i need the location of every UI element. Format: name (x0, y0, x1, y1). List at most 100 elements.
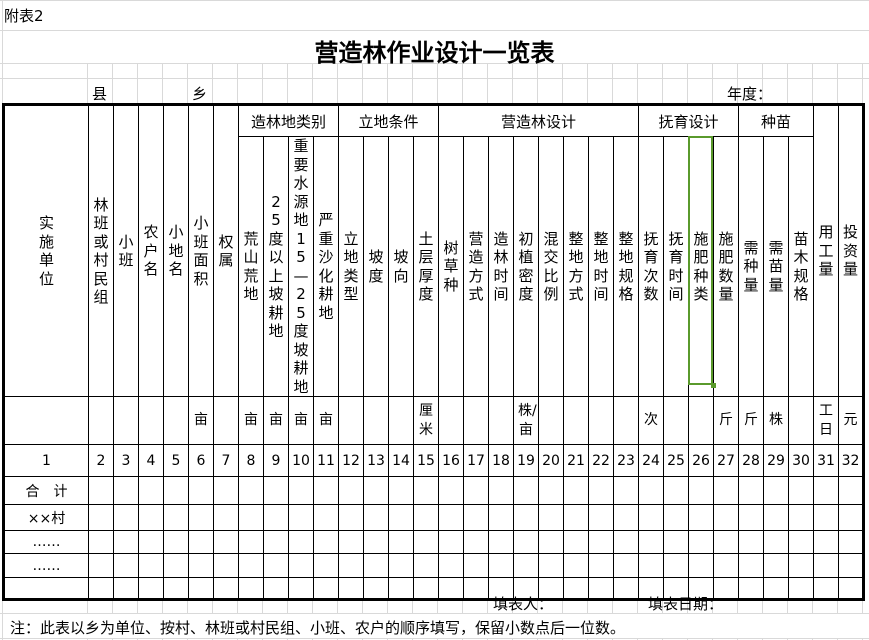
column-number[interactable]: 26 (688, 444, 714, 477)
column-number[interactable]: 20 (538, 444, 564, 477)
data-cell[interactable] (113, 577, 139, 600)
data-cell[interactable] (588, 577, 614, 600)
column-number[interactable]: 28 (738, 444, 764, 477)
unit-cell[interactable] (438, 396, 464, 445)
data-cell[interactable] (788, 504, 814, 531)
data-cell[interactable] (688, 476, 714, 505)
data-cell[interactable] (288, 476, 314, 505)
data-cell[interactable] (838, 530, 864, 554)
column-header[interactable]: 重要水源地15—25度坡耕地 (288, 136, 314, 397)
data-cell[interactable] (438, 504, 464, 531)
data-cell[interactable] (263, 530, 289, 554)
column-number[interactable]: 14 (388, 444, 414, 477)
unit-cell[interactable] (663, 396, 689, 445)
data-cell[interactable] (363, 504, 389, 531)
data-cell[interactable] (288, 530, 314, 554)
unit-cell[interactable] (388, 396, 414, 445)
data-cell[interactable] (663, 504, 689, 531)
data-cell[interactable] (338, 476, 364, 505)
data-cell[interactable] (713, 530, 739, 554)
data-cell[interactable] (263, 504, 289, 531)
data-cell[interactable] (538, 476, 564, 505)
data-cell[interactable] (488, 504, 514, 531)
group-header[interactable]: 造林地类别 (238, 104, 339, 137)
unit-cell[interactable] (588, 396, 614, 445)
data-cell[interactable] (163, 577, 189, 600)
data-cell[interactable] (438, 530, 464, 554)
data-cell[interactable] (738, 577, 764, 600)
data-cell[interactable] (513, 530, 539, 554)
data-cell[interactable] (563, 476, 589, 505)
column-header[interactable]: 荒山荒地 (238, 136, 264, 397)
data-cell[interactable] (813, 476, 839, 505)
row-label[interactable]: …… (3, 530, 89, 554)
column-header[interactable]: 立地类型 (338, 136, 364, 397)
data-cell[interactable] (788, 530, 814, 554)
column-number[interactable]: 15 (413, 444, 439, 477)
data-cell[interactable] (388, 530, 414, 554)
unit-cell[interactable] (88, 396, 114, 445)
column-header[interactable]: 林班或村民组 (88, 104, 114, 397)
data-cell[interactable] (263, 476, 289, 505)
column-number[interactable]: 8 (238, 444, 264, 477)
data-cell[interactable] (688, 504, 714, 531)
data-cell[interactable] (188, 504, 214, 531)
data-cell[interactable] (113, 476, 139, 505)
data-cell[interactable] (413, 577, 439, 600)
data-cell[interactable] (363, 553, 389, 578)
data-cell[interactable] (263, 577, 289, 600)
data-cell[interactable] (538, 504, 564, 531)
unit-cell[interactable]: 工日 (813, 396, 839, 445)
data-cell[interactable] (813, 577, 839, 600)
column-header[interactable]: 造林时间 (488, 136, 514, 397)
data-cell[interactable] (313, 504, 339, 531)
data-cell[interactable] (213, 530, 239, 554)
data-cell[interactable] (188, 476, 214, 505)
data-cell[interactable] (638, 476, 664, 505)
data-cell[interactable] (638, 553, 664, 578)
column-header[interactable]: 坡度 (363, 136, 389, 397)
data-cell[interactable] (188, 530, 214, 554)
unit-cell[interactable] (113, 396, 139, 445)
column-number[interactable]: 27 (713, 444, 739, 477)
data-cell[interactable] (788, 577, 814, 600)
unit-cell[interactable] (163, 396, 189, 445)
data-cell[interactable] (538, 530, 564, 554)
column-header[interactable]: 初植密度 (513, 136, 539, 397)
data-cell[interactable] (388, 504, 414, 531)
data-cell[interactable] (738, 504, 764, 531)
column-header[interactable]: 施肥种类 (688, 136, 714, 397)
unit-cell[interactable] (338, 396, 364, 445)
column-header[interactable]: 小班 (113, 104, 139, 397)
row-label[interactable]: …… (3, 553, 89, 578)
data-cell[interactable] (313, 476, 339, 505)
column-number[interactable]: 3 (113, 444, 139, 477)
unit-cell[interactable]: 亩 (263, 396, 289, 445)
column-number[interactable]: 31 (813, 444, 839, 477)
data-cell[interactable] (438, 553, 464, 578)
data-cell[interactable] (688, 530, 714, 554)
column-header[interactable]: 需种量 (738, 136, 764, 397)
column-number[interactable]: 9 (263, 444, 289, 477)
column-number[interactable]: 32 (838, 444, 864, 477)
data-cell[interactable] (138, 504, 164, 531)
unit-cell[interactable] (538, 396, 564, 445)
data-cell[interactable] (713, 476, 739, 505)
data-cell[interactable] (738, 530, 764, 554)
column-header[interactable]: 用工量 (813, 104, 839, 397)
row-label[interactable]: ××村 (3, 504, 89, 531)
column-number[interactable]: 2 (88, 444, 114, 477)
data-cell[interactable] (213, 504, 239, 531)
column-header[interactable]: 苗木规格 (788, 136, 814, 397)
data-cell[interactable] (513, 476, 539, 505)
data-cell[interactable] (838, 476, 864, 505)
row-label[interactable] (3, 577, 89, 600)
column-number[interactable]: 24 (638, 444, 664, 477)
group-header[interactable]: 种苗 (738, 104, 814, 137)
data-cell[interactable] (488, 476, 514, 505)
data-cell[interactable] (138, 577, 164, 600)
column-header[interactable]: 小班面积 (188, 104, 214, 397)
data-cell[interactable] (563, 504, 589, 531)
data-cell[interactable] (613, 553, 639, 578)
column-header[interactable]: 营造方式 (463, 136, 489, 397)
